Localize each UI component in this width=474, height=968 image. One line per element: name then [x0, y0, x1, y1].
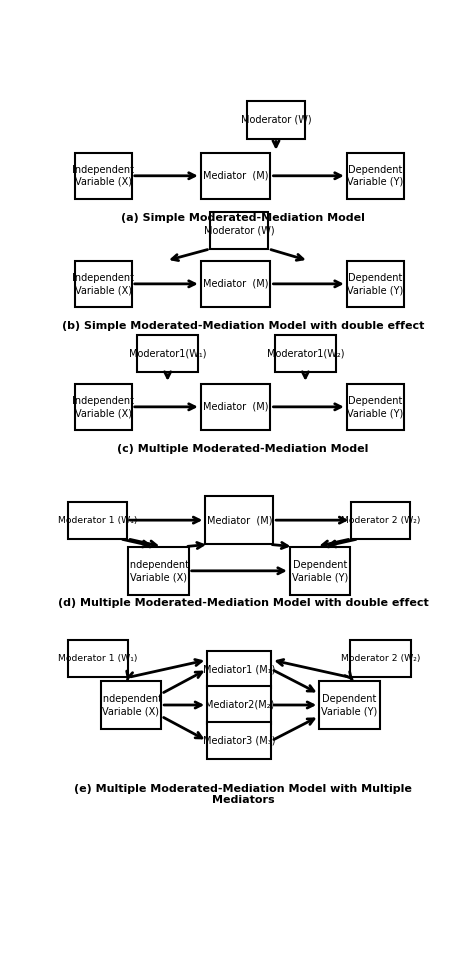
- Text: Moderator 1 (W₁): Moderator 1 (W₁): [58, 516, 137, 525]
- Text: Independent
Variable (X): Independent Variable (X): [73, 165, 134, 187]
- FancyBboxPatch shape: [201, 260, 271, 307]
- Text: Moderator 2 (W₂): Moderator 2 (W₂): [341, 516, 420, 525]
- FancyBboxPatch shape: [137, 335, 198, 372]
- Text: Mediator  (M): Mediator (M): [207, 515, 272, 526]
- Text: (b) Simple Moderated-Mediation Model with double effect: (b) Simple Moderated-Mediation Model wit…: [62, 321, 424, 331]
- FancyBboxPatch shape: [290, 547, 350, 595]
- FancyBboxPatch shape: [210, 212, 268, 249]
- Text: (a) Simple Moderated-Mediation Model: (a) Simple Moderated-Mediation Model: [121, 213, 365, 224]
- Text: Moderator1(W₁): Moderator1(W₁): [129, 348, 206, 358]
- Text: Dependent
Variable (Y): Dependent Variable (Y): [347, 273, 403, 295]
- FancyBboxPatch shape: [128, 547, 189, 595]
- FancyBboxPatch shape: [207, 686, 272, 724]
- Text: Dependent
Variable (Y): Dependent Variable (Y): [347, 396, 403, 418]
- FancyBboxPatch shape: [201, 383, 271, 430]
- Text: Mediator2(M₂): Mediator2(M₂): [205, 700, 274, 710]
- Text: Mediator  (M): Mediator (M): [203, 170, 268, 181]
- Text: Moderator (W): Moderator (W): [241, 115, 311, 125]
- Text: Moderator 2 (W₂): Moderator 2 (W₂): [341, 654, 420, 663]
- FancyBboxPatch shape: [67, 640, 128, 678]
- Text: Moderator (W): Moderator (W): [204, 226, 274, 235]
- Text: Independent
Variable (X): Independent Variable (X): [73, 396, 134, 418]
- FancyBboxPatch shape: [75, 260, 132, 307]
- FancyBboxPatch shape: [351, 501, 410, 539]
- Text: Moderator1(W₂): Moderator1(W₂): [266, 348, 344, 358]
- FancyBboxPatch shape: [68, 501, 127, 539]
- Text: (d) Multiple Moderated-Mediation Model with double effect: (d) Multiple Moderated-Mediation Model w…: [57, 598, 428, 608]
- Text: Independent
Variable (X): Independent Variable (X): [128, 560, 190, 582]
- Text: Dependent
Variable (Y): Dependent Variable (Y): [292, 560, 348, 582]
- Text: Independent
Variable (X): Independent Variable (X): [100, 694, 162, 716]
- FancyBboxPatch shape: [275, 335, 336, 372]
- Text: Mediator3 (M₃): Mediator3 (M₃): [203, 736, 275, 745]
- Text: Mediator  (M): Mediator (M): [203, 279, 268, 288]
- FancyBboxPatch shape: [247, 102, 305, 138]
- FancyBboxPatch shape: [346, 260, 404, 307]
- FancyBboxPatch shape: [75, 383, 132, 430]
- Text: Mediator  (M): Mediator (M): [203, 402, 268, 411]
- Text: Independent
Variable (X): Independent Variable (X): [73, 273, 134, 295]
- FancyBboxPatch shape: [319, 681, 380, 729]
- FancyBboxPatch shape: [207, 650, 272, 688]
- FancyBboxPatch shape: [346, 153, 404, 198]
- Text: (c) Multiple Moderated-Mediation Model: (c) Multiple Moderated-Mediation Model: [117, 444, 369, 454]
- FancyBboxPatch shape: [207, 722, 272, 760]
- Text: (e) Multiple Moderated-Mediation Model with Multiple
Mediators: (e) Multiple Moderated-Mediation Model w…: [74, 784, 412, 805]
- FancyBboxPatch shape: [205, 496, 273, 544]
- Text: Mediator1 (M₁): Mediator1 (M₁): [203, 664, 275, 675]
- FancyBboxPatch shape: [100, 681, 161, 729]
- FancyBboxPatch shape: [201, 153, 271, 198]
- FancyBboxPatch shape: [350, 640, 411, 678]
- Text: Dependent
Variable (Y): Dependent Variable (Y): [321, 694, 378, 716]
- FancyBboxPatch shape: [346, 383, 404, 430]
- Text: Moderator 1 (W₁): Moderator 1 (W₁): [58, 654, 137, 663]
- FancyBboxPatch shape: [75, 153, 132, 198]
- Text: Dependent
Variable (Y): Dependent Variable (Y): [347, 165, 403, 187]
